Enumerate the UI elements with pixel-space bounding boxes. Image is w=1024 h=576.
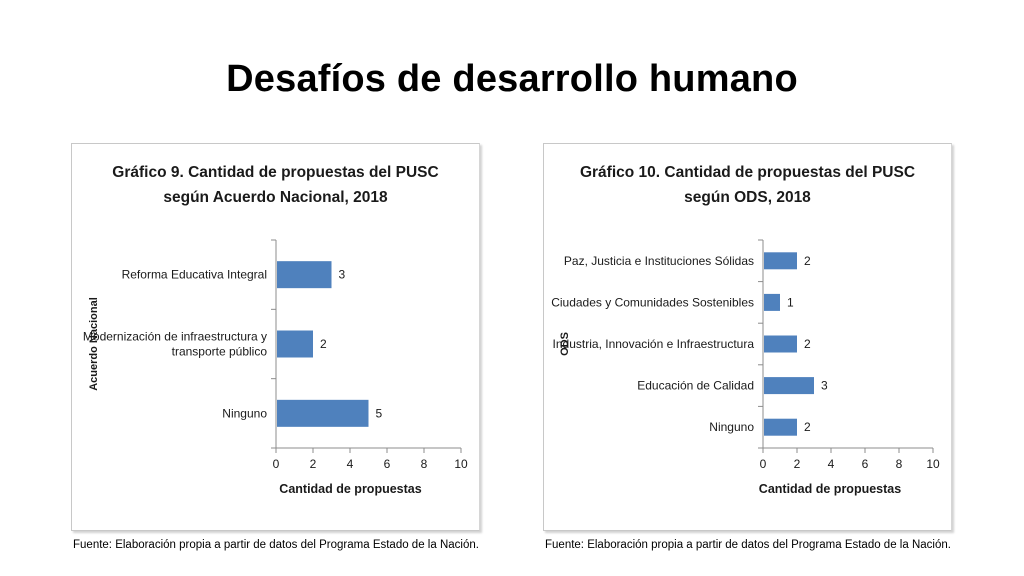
data-label: 2 (320, 337, 327, 351)
chart-title-line-1: Gráfico 10. Cantidad de propuestas del P… (579, 164, 916, 181)
y-axis-title: Acuerdo Nacional (88, 297, 100, 391)
category-label: Paz, Justicia e Instituciones Sólidas (564, 254, 754, 268)
category-label: Ninguno (222, 406, 267, 420)
chart-panel-ods: Gráfico 10. Cantidad de propuestas del P… (543, 143, 952, 531)
x-tick-label: 0 (273, 457, 280, 471)
bar (764, 377, 814, 395)
chart-panel-acuerdo-nacional: Gráfico 9. Cantidad de propuestas del PU… (71, 143, 480, 531)
x-tick-label: 10 (926, 457, 940, 471)
bar (277, 261, 332, 289)
x-tick-label: 6 (862, 457, 869, 471)
category-label: Ciudades y Comunidades Sostenibles (551, 295, 754, 309)
chart-title: Gráfico 10. Cantidad de propuestas del P… (544, 160, 951, 210)
x-tick-label: 8 (896, 457, 903, 471)
data-label: 2 (804, 337, 811, 351)
source-note: Fuente: Elaboración propia a partir de d… (545, 539, 951, 551)
bar (764, 252, 797, 270)
data-label: 2 (804, 420, 811, 434)
category-label: Ninguno (709, 420, 754, 434)
data-label: 2 (804, 254, 811, 268)
bar (764, 335, 797, 353)
category-label: Educación de Calidad (637, 379, 754, 393)
data-label: 3 (339, 268, 346, 282)
chart-title: Gráfico 9. Cantidad de propuestas del PU… (72, 160, 479, 210)
bar (764, 418, 797, 436)
x-tick-label: 6 (384, 457, 391, 471)
x-tick-label: 0 (760, 457, 767, 471)
bar-chart-ods: 0 2 4 6 8 10 2 Paz, Justicia e Instituciones Só… (551, 239, 940, 496)
chart-title-line-1: Gráfico 9. Cantidad de propuestas del PU… (112, 164, 439, 181)
data-label: 1 (787, 295, 794, 309)
x-tick-label: 8 (421, 457, 428, 471)
category-label: transporte público (172, 345, 268, 359)
x-axis-title: Cantidad de propuestas (759, 482, 901, 496)
x-tick-label: 10 (454, 457, 468, 471)
category-label: Reforma Educativa Integral (122, 268, 267, 282)
x-tick-label: 4 (828, 457, 835, 471)
x-tick-label: 2 (310, 457, 317, 471)
slide-title: Desafíos de desarrollo humano (226, 58, 798, 100)
y-axis-title: ODS (559, 332, 571, 356)
source-note: Fuente: Elaboración propia a partir de d… (73, 539, 479, 551)
data-label: 3 (821, 379, 828, 393)
category-label: Industria, Innovación e Infraestructura (553, 337, 755, 351)
x-axis-title: Cantidad de propuestas (279, 482, 421, 496)
x-tick-label: 4 (347, 457, 354, 471)
data-label: 5 (376, 406, 383, 420)
x-tick-label: 2 (794, 457, 801, 471)
chart-title-line-2: según Acuerdo Nacional, 2018 (163, 189, 388, 206)
category-label: Modernización de infraestructura y (83, 330, 267, 344)
bar (277, 330, 313, 358)
bar-chart-acuerdo-nacional: 0 2 4 6 8 10 3 Reforma Educativa Integral 2 Moder… (83, 239, 468, 496)
bar (764, 293, 780, 311)
chart-title-line-2: según ODS, 2018 (684, 189, 811, 206)
bar (277, 399, 369, 427)
